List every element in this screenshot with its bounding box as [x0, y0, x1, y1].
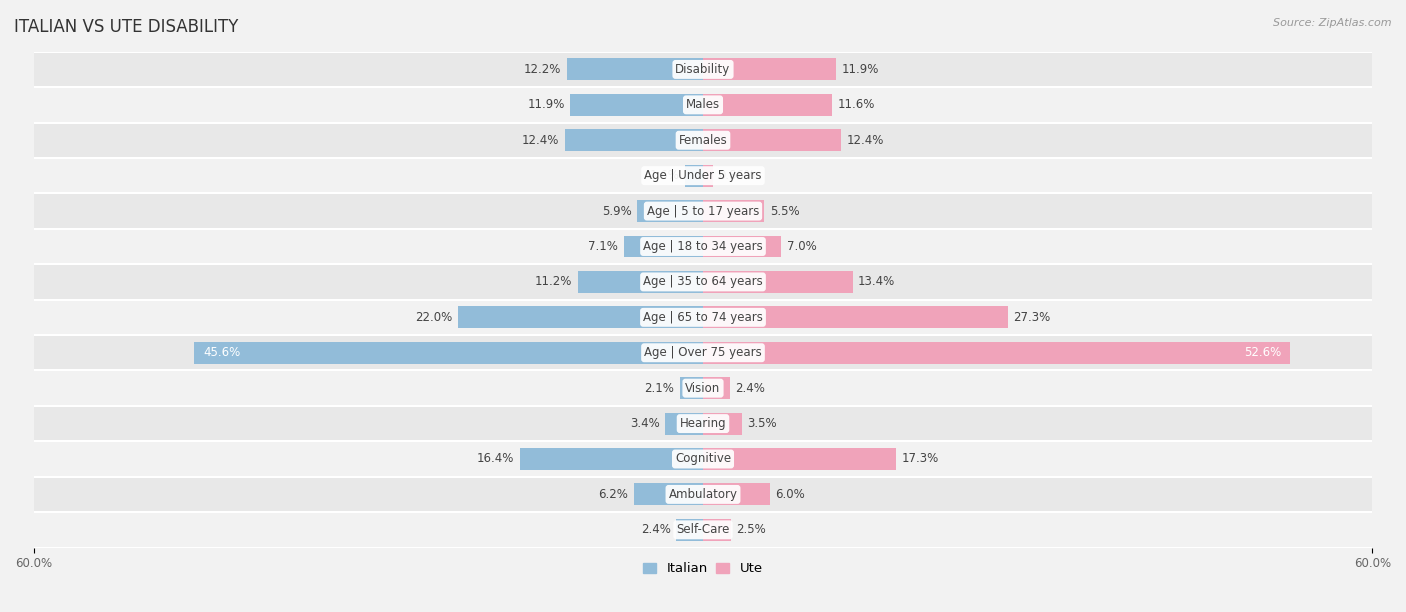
- Text: Age | 5 to 17 years: Age | 5 to 17 years: [647, 204, 759, 218]
- Bar: [34, 370, 1372, 406]
- Text: 5.5%: 5.5%: [770, 204, 800, 218]
- Bar: [578, 271, 703, 293]
- Bar: [703, 341, 1289, 364]
- Text: 16.4%: 16.4%: [477, 452, 515, 466]
- Text: Age | Under 5 years: Age | Under 5 years: [644, 169, 762, 182]
- Text: Age | 35 to 64 years: Age | 35 to 64 years: [643, 275, 763, 288]
- Bar: [703, 412, 742, 435]
- Bar: [703, 165, 713, 187]
- Bar: [703, 519, 731, 541]
- Text: 12.4%: 12.4%: [522, 134, 560, 147]
- Bar: [703, 271, 852, 293]
- Bar: [703, 94, 832, 116]
- Text: Age | Over 75 years: Age | Over 75 years: [644, 346, 762, 359]
- Text: Source: ZipAtlas.com: Source: ZipAtlas.com: [1274, 18, 1392, 28]
- Bar: [34, 229, 1372, 264]
- Text: 5.9%: 5.9%: [602, 204, 631, 218]
- Text: Males: Males: [686, 99, 720, 111]
- Bar: [703, 59, 835, 80]
- Text: 2.5%: 2.5%: [737, 523, 766, 536]
- Bar: [457, 307, 703, 328]
- Text: 22.0%: 22.0%: [415, 311, 451, 324]
- Text: Cognitive: Cognitive: [675, 452, 731, 466]
- Bar: [703, 129, 841, 151]
- Bar: [34, 52, 1372, 87]
- Text: 11.2%: 11.2%: [536, 275, 572, 288]
- Bar: [34, 87, 1372, 122]
- Text: 3.5%: 3.5%: [748, 417, 778, 430]
- Bar: [34, 477, 1372, 512]
- Bar: [703, 200, 765, 222]
- Text: 6.0%: 6.0%: [776, 488, 806, 501]
- Text: Ambulatory: Ambulatory: [668, 488, 738, 501]
- Text: 2.4%: 2.4%: [735, 382, 765, 395]
- Bar: [665, 412, 703, 435]
- Text: Age | 18 to 34 years: Age | 18 to 34 years: [643, 240, 763, 253]
- Text: Disability: Disability: [675, 63, 731, 76]
- Bar: [565, 129, 703, 151]
- Text: Females: Females: [679, 134, 727, 147]
- Text: 13.4%: 13.4%: [858, 275, 896, 288]
- Text: 17.3%: 17.3%: [901, 452, 939, 466]
- Text: ITALIAN VS UTE DISABILITY: ITALIAN VS UTE DISABILITY: [14, 18, 239, 36]
- Text: 2.4%: 2.4%: [641, 523, 671, 536]
- Text: 1.6%: 1.6%: [650, 169, 679, 182]
- Bar: [34, 406, 1372, 441]
- Bar: [676, 519, 703, 541]
- Bar: [703, 483, 770, 506]
- Bar: [34, 193, 1372, 229]
- Bar: [34, 441, 1372, 477]
- Bar: [520, 448, 703, 470]
- Bar: [571, 94, 703, 116]
- Text: 11.9%: 11.9%: [527, 99, 565, 111]
- Text: Self-Care: Self-Care: [676, 523, 730, 536]
- Text: 45.6%: 45.6%: [202, 346, 240, 359]
- Text: 52.6%: 52.6%: [1244, 346, 1281, 359]
- Text: 27.3%: 27.3%: [1014, 311, 1050, 324]
- Bar: [703, 377, 730, 399]
- Text: 3.4%: 3.4%: [630, 417, 659, 430]
- Legend: Italian, Ute: Italian, Ute: [638, 557, 768, 581]
- Bar: [679, 377, 703, 399]
- Text: 6.2%: 6.2%: [599, 488, 628, 501]
- Text: 0.86%: 0.86%: [718, 169, 755, 182]
- Bar: [34, 158, 1372, 193]
- Bar: [34, 512, 1372, 548]
- Text: Vision: Vision: [685, 382, 721, 395]
- Text: Hearing: Hearing: [679, 417, 727, 430]
- Bar: [567, 59, 703, 80]
- Text: 12.2%: 12.2%: [524, 63, 561, 76]
- Bar: [624, 236, 703, 258]
- Text: 12.4%: 12.4%: [846, 134, 884, 147]
- Bar: [685, 165, 703, 187]
- Text: Age | 65 to 74 years: Age | 65 to 74 years: [643, 311, 763, 324]
- Bar: [703, 307, 1008, 328]
- Text: 7.0%: 7.0%: [787, 240, 817, 253]
- Bar: [703, 236, 782, 258]
- Bar: [34, 122, 1372, 158]
- Text: 11.9%: 11.9%: [841, 63, 879, 76]
- Bar: [703, 448, 896, 470]
- Text: 11.6%: 11.6%: [838, 99, 876, 111]
- Bar: [634, 483, 703, 506]
- Bar: [194, 341, 703, 364]
- Text: 2.1%: 2.1%: [644, 382, 673, 395]
- Bar: [34, 300, 1372, 335]
- Bar: [637, 200, 703, 222]
- Bar: [34, 264, 1372, 300]
- Bar: [34, 335, 1372, 370]
- Text: 7.1%: 7.1%: [588, 240, 619, 253]
